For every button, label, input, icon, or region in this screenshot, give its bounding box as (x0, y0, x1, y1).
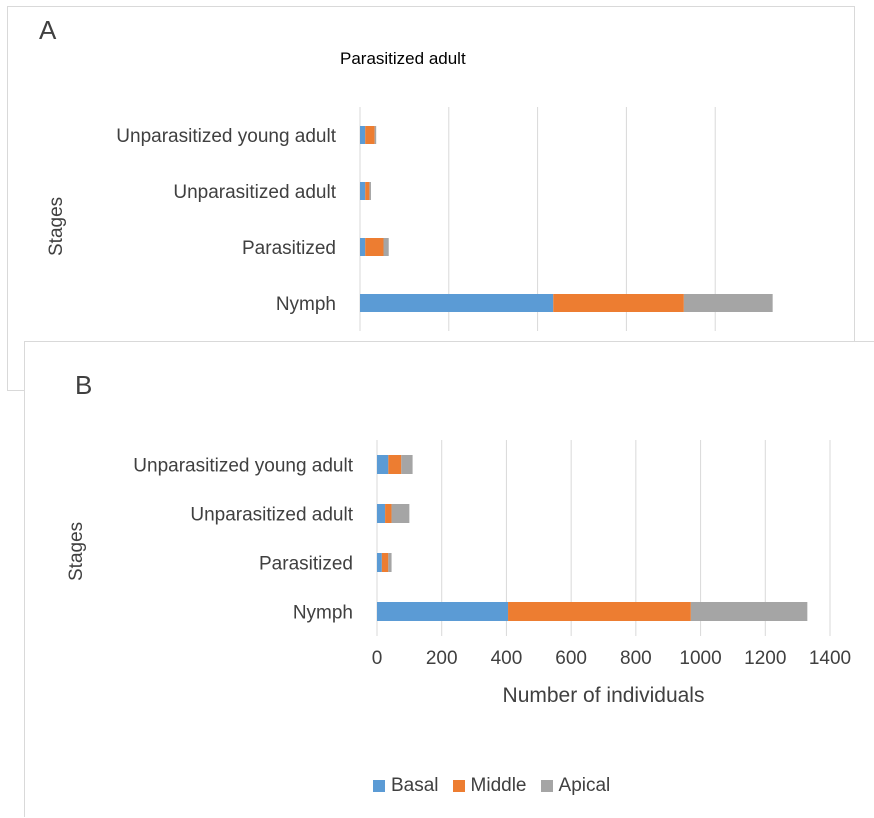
chart-panel-a: A Parasitized adult Stages Nymph Parasiti… (7, 6, 855, 391)
chart-panel-b: B Stages 0 200 400 600 800 1000 1200 1400 Nymph P… (24, 341, 874, 817)
bar-unparasitized-young-adult-middle-a (365, 126, 375, 144)
x-tick-label-b: 0 (372, 648, 383, 669)
y-tick-label-unparasitized-young-adult-b: Unparasitized young adult (133, 456, 353, 477)
legend-swatch-apical (540, 780, 553, 792)
panel-letter-a: A (39, 15, 57, 45)
y-tick-label-unparasitized-adult-b: Unparasitized adult (190, 505, 353, 526)
legend-item-basal: Basal (373, 775, 439, 797)
x-axis-label-b: Number of individuals (503, 684, 705, 707)
x-tick-label-b: 200 (426, 648, 458, 669)
legend-item-apical: Apical (540, 775, 611, 797)
bar-unparasitized-young-adult-middle-b (388, 455, 402, 474)
y-tick-label-unparasitized-young-adult-a: Unparasitized young adult (116, 126, 336, 147)
panel-letter-b: B (75, 370, 93, 400)
legend-swatch-basal (373, 780, 385, 792)
bar-parasitized-basal-a (360, 238, 366, 256)
bar-nymph-basal-b (377, 602, 509, 621)
bar-unparasitized-young-adult-basal-b (377, 455, 389, 474)
bar-unparasitized-adult-middle-b (385, 504, 392, 523)
y-tick-label-nymph-b: Nymph (293, 603, 353, 624)
bar-nymph-basal-a (360, 294, 554, 312)
bar-unparasitized-adult-basal-a (360, 182, 366, 200)
bar-unparasitized-young-adult-basal-a (360, 126, 366, 144)
y-tick-label-unparasitized-adult-a: Unparasitized adult (173, 182, 336, 203)
legend-item-middle: Middle (452, 775, 527, 797)
y-tick-label-nymph-a: Nymph (276, 294, 336, 315)
bar-parasitized-middle-b (381, 553, 389, 572)
bar-nymph-apical-a (683, 294, 773, 312)
bar-nymph-apical-b (690, 602, 808, 621)
plot-area-a: Nymph Parasitized Unparasitized adult Unpar… (116, 107, 773, 331)
bar-nymph-middle-a (553, 294, 684, 312)
bar-nymph-middle-b (508, 602, 691, 621)
x-tick-label-b: 800 (620, 648, 652, 669)
legend-label-apical: Apical (558, 775, 611, 796)
plot-area-b: 0 200 400 600 800 1000 1200 1400 Nymph Parasitize… (133, 440, 851, 707)
legend: Basal Middle Apical (373, 775, 610, 797)
x-tick-label-b: 1000 (679, 648, 721, 669)
bar-unparasitized-young-adult-apical-b (401, 455, 413, 474)
legend-label-middle: Middle (470, 775, 527, 796)
y-tick-label-parasitized-a: Parasitized (242, 238, 336, 259)
legend-label-basal: Basal (391, 775, 439, 796)
chart-title-a: Parasitized adult (340, 49, 466, 68)
bar-unparasitized-adult-apical-a (369, 182, 371, 200)
bar-unparasitized-young-adult-apical-a (374, 126, 377, 144)
bar-parasitized-middle-a (365, 238, 384, 256)
x-tick-label-b: 400 (491, 648, 523, 669)
bar-unparasitized-adult-middle-a (365, 182, 370, 200)
legend-swatch-middle (452, 780, 465, 792)
bar-unparasitized-adult-apical-b (391, 504, 410, 523)
bar-parasitized-apical-b (388, 553, 392, 572)
x-tick-label-b: 1400 (809, 648, 851, 669)
bar-parasitized-apical-a (383, 238, 389, 256)
x-tick-label-b: 1200 (744, 648, 786, 669)
bar-unparasitized-adult-basal-b (377, 504, 386, 523)
x-tick-label-b: 600 (555, 648, 587, 669)
y-tick-label-parasitized-b: Parasitized (259, 554, 353, 575)
bar-parasitized-basal-b (377, 553, 382, 572)
